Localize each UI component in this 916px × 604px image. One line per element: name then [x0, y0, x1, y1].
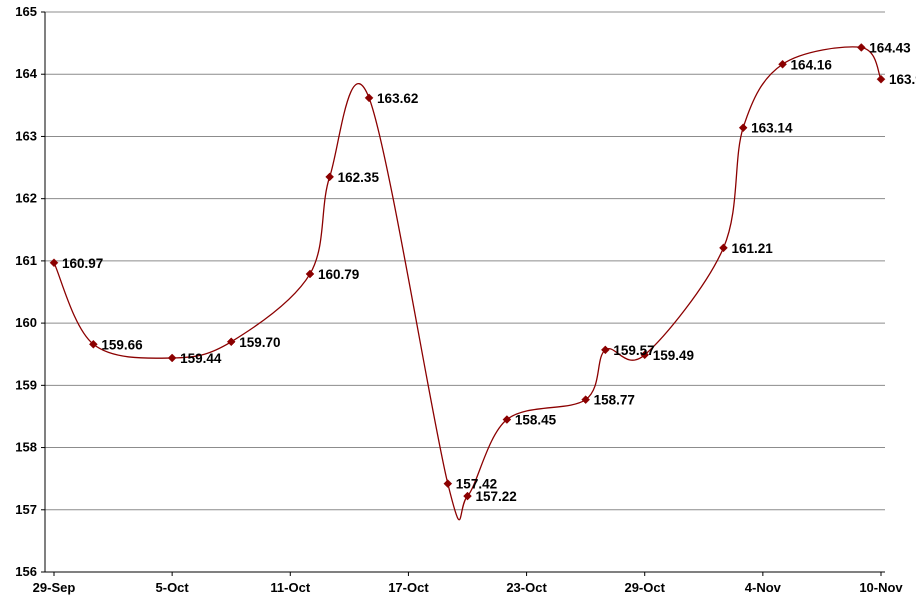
data-point-marker [640, 350, 650, 360]
series-line [53, 46, 882, 521]
data-label: 157.22 [476, 489, 517, 504]
data-point-marker [738, 123, 748, 133]
data-label: 159.44 [180, 351, 222, 366]
data-point-marker [719, 243, 728, 253]
data-point-marker [226, 337, 236, 347]
data-label: 161.21 [731, 241, 773, 256]
y-tick-label: 164 [15, 66, 37, 81]
data-point-marker [581, 395, 590, 404]
data-point-marker [463, 491, 472, 501]
data-point-marker [856, 43, 866, 52]
data-point-marker [778, 59, 787, 69]
data-label: 159.49 [653, 348, 694, 363]
data-point-marker [89, 339, 98, 349]
data-point-marker [600, 345, 610, 355]
y-tick-label: 165 [15, 4, 37, 19]
data-label: 160.97 [62, 256, 103, 271]
data-point-marker [876, 74, 886, 84]
data-label: 164.16 [791, 57, 833, 72]
y-tick-label: 160 [15, 315, 37, 330]
x-axis-ticks: 29-Sep 5-Oct 11-Oct 17-Oct 23-Oct 29-Oct 4-Nov… [33, 572, 903, 595]
data-label: 157.42 [456, 477, 497, 492]
y-tick-label: 163 [15, 128, 37, 143]
x-tick-label: 4-Nov [745, 580, 782, 595]
data-point-marker [443, 479, 453, 488]
gridlines [45, 11, 885, 511]
y-tick-label: 157 [15, 502, 37, 517]
series-line-group [53, 46, 882, 521]
y-tick-label: 159 [15, 377, 37, 392]
data-label: 163.62 [377, 91, 418, 106]
y-tick-label: 162 [15, 191, 37, 206]
data-label: 159.70 [239, 335, 280, 350]
data-point-marker [49, 258, 59, 268]
data-points [49, 43, 886, 501]
data-point-marker [364, 93, 374, 103]
x-tick-label: 29-Sep [33, 580, 76, 595]
data-label: 162.35 [338, 170, 380, 185]
axes [44, 12, 885, 573]
data-point-marker [305, 269, 315, 279]
x-tick-label: 11-Oct [270, 580, 310, 595]
data-label: 158.77 [594, 393, 635, 408]
data-point-marker [502, 415, 512, 424]
x-tick-label: 29-Oct [624, 580, 665, 595]
x-tick-label: 17-Oct [388, 580, 429, 595]
data-point-marker [167, 353, 177, 363]
y-tick-label: 156 [15, 564, 37, 579]
data-point-marker [325, 172, 335, 182]
x-tick-label: 10-Nov [859, 580, 903, 595]
data-labels: 160.97 159.66 159.44 159.70 160.79 162.35 163.… [62, 40, 916, 504]
data-label: 158.45 [515, 413, 557, 428]
data-label: 163.14 [751, 121, 793, 136]
y-tick-label: 161 [15, 253, 37, 268]
x-tick-label: 5-Oct [156, 580, 190, 595]
y-tick-label: 158 [15, 440, 37, 455]
data-label: 159.66 [101, 337, 143, 352]
y-axis-ticks: 156 157 158 159 160 161 162 163 164 165 [15, 4, 45, 579]
x-tick-label: 23-Oct [506, 580, 547, 595]
data-label: 159.57 [613, 343, 654, 358]
data-label: 163.92 [889, 72, 916, 87]
data-label: 160.79 [318, 267, 359, 282]
data-label: 164.43 [869, 40, 911, 55]
